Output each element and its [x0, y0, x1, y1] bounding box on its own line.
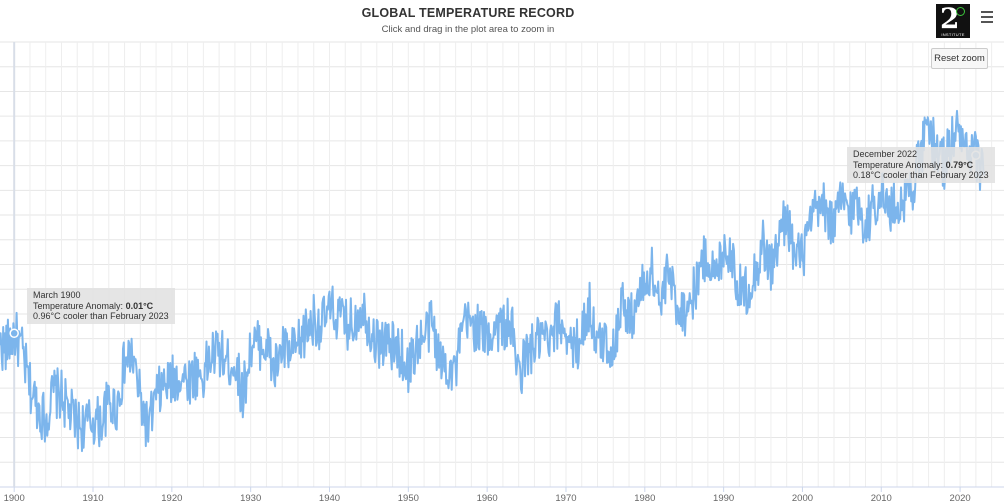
tooltip-note: 0.96°C cooler than February 2023 [33, 311, 169, 321]
tooltip-value-row: Temperature Anomaly: 0.79°C [853, 160, 989, 171]
tooltip-value-label: Temperature Anomaly: [33, 300, 124, 311]
vertical-gridlines [13, 42, 993, 487]
tooltip-value: 0.01°C [125, 300, 154, 311]
x-tick-label: 1980 [634, 493, 655, 503]
x-tick-label: 2010 [871, 493, 892, 503]
institute-logo[interactable]: 2 INSTITUTE [936, 2, 970, 38]
x-tick-label: 1900 [4, 493, 25, 503]
x-tick-label: 1990 [713, 493, 734, 503]
logo-symbol: 2 [940, 2, 960, 35]
x-tick-label: 1920 [161, 493, 182, 503]
tooltip-date: March 1900 [33, 290, 81, 300]
x-tick-label: 1950 [398, 493, 419, 503]
tooltip-date: December 2022 [853, 149, 918, 159]
hamburger-menu-icon[interactable] [977, 7, 997, 27]
tooltip-start: March 1900 Temperature Anomaly: 0.01°C 0… [27, 288, 175, 324]
chart-title: GLOBAL TEMPERATURE RECORD [361, 6, 575, 20]
x-tick-label: 1970 [555, 493, 576, 503]
horizontal-gridlines [0, 41, 1004, 488]
tooltip-value: 0.79°C [945, 159, 974, 170]
x-tick-label: 1930 [240, 493, 261, 503]
reset-zoom-button[interactable]: Reset zoom [931, 48, 988, 69]
x-tick-label: 1940 [319, 493, 340, 503]
tooltip-note: 0.18°C cooler than February 2023 [853, 170, 989, 180]
x-tick-label: 2020 [950, 493, 971, 503]
tooltip-end: December 2022 Temperature Anomaly: 0.79°… [847, 147, 995, 183]
chart-subtitle: Click and drag in the plot area to zoom … [381, 24, 555, 35]
logo-label: INSTITUTE [941, 32, 965, 37]
series-line-temperature-anomaly[interactable] [0, 109, 986, 453]
x-tick-label: 1910 [82, 493, 103, 503]
logo-degree-ring [956, 7, 965, 16]
tooltip-value-row: Temperature Anomaly: 0.01°C [33, 301, 169, 312]
hover-marker-start [9, 328, 19, 339]
x-tick-label: 1960 [477, 493, 498, 503]
tooltip-value-label: Temperature Anomaly: [853, 159, 944, 170]
x-tick-label: 2000 [792, 493, 813, 503]
x-axis-ticks: 1900 1910 1920 1930 1940 1950 1960 1970 1980 1990… [4, 487, 971, 503]
